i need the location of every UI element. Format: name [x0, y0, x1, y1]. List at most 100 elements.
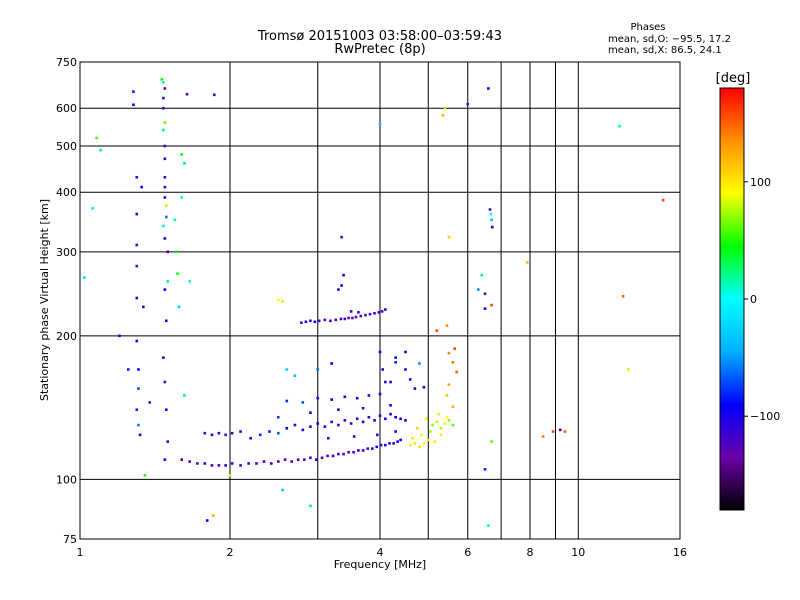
data-point [148, 401, 152, 404]
data-point [361, 406, 365, 410]
data-point [135, 296, 139, 300]
data-point [435, 329, 439, 332]
data-point [389, 380, 392, 384]
data-point [422, 385, 426, 389]
y-tick-label: 300 [56, 246, 77, 259]
data-point [455, 370, 458, 374]
data-point [164, 319, 168, 323]
data-point [429, 430, 432, 433]
data-point [290, 460, 294, 463]
data-point [349, 422, 353, 425]
data-point [163, 288, 167, 291]
data-point [384, 443, 387, 447]
data-point [384, 308, 387, 311]
data-point [135, 408, 139, 412]
data-point [551, 430, 555, 433]
data-point [138, 433, 142, 437]
data-point [394, 430, 397, 433]
data-point [351, 316, 354, 320]
data-point [163, 196, 167, 199]
data-point [661, 198, 665, 202]
data-point [293, 423, 297, 427]
data-point [183, 161, 186, 165]
y-tick-label: 100 [56, 473, 77, 486]
data-point [211, 514, 215, 517]
data-point [384, 380, 387, 384]
data-point [224, 433, 227, 437]
data-point [394, 415, 397, 419]
data-point [343, 395, 347, 399]
data-point [293, 374, 297, 377]
data-point [210, 433, 214, 437]
data-point [394, 360, 397, 364]
data-point [269, 462, 273, 465]
phases-heading: Phases [630, 22, 665, 33]
data-point [490, 440, 493, 443]
data-point [340, 284, 343, 287]
data-point [285, 399, 289, 403]
data-point [185, 92, 189, 96]
y-tick-label: 500 [56, 140, 77, 153]
data-point [162, 128, 165, 132]
data-point [368, 312, 372, 316]
data-point [466, 102, 470, 106]
data-point [180, 196, 184, 199]
colorbar-tick-label: 100 [750, 176, 771, 189]
data-point [276, 431, 280, 435]
data-point [439, 433, 443, 437]
x-axis-label: Frequency [MHz] [334, 558, 426, 571]
data-point [487, 87, 490, 90]
data-point [285, 426, 289, 430]
data-point [404, 350, 407, 354]
data-point [424, 417, 428, 421]
data-point [445, 415, 449, 419]
data-point [451, 360, 455, 364]
data-point [99, 148, 102, 152]
data-point [163, 157, 167, 161]
data-point [285, 368, 289, 371]
data-point [118, 334, 121, 338]
data-point [188, 460, 191, 463]
data-point [378, 414, 382, 418]
data-point [627, 368, 630, 371]
data-point [445, 394, 449, 397]
data-point [375, 433, 379, 437]
data-point [276, 298, 280, 302]
data-point [384, 417, 387, 421]
data-point [224, 464, 227, 467]
data-point [392, 442, 395, 445]
data-point [309, 504, 312, 508]
data-point [490, 218, 493, 222]
data-point [163, 458, 167, 461]
data-point [431, 423, 434, 427]
data-point [132, 103, 135, 107]
data-point [303, 458, 306, 461]
data-point [490, 225, 494, 229]
chart-title: Tromsø 20151003 03:58:00–03:59:43 [257, 29, 502, 44]
data-point [563, 430, 567, 433]
data-point [367, 394, 371, 397]
data-point [378, 123, 382, 126]
data-point [164, 408, 168, 412]
data-point [415, 426, 419, 430]
data-point [301, 428, 305, 432]
x-tick-label: 4 [377, 546, 384, 559]
data-point [316, 422, 320, 425]
data-point [239, 464, 242, 467]
plot-frame [79, 61, 681, 540]
data-point [339, 317, 343, 321]
y-axis-ticks: 75 100 200 300 400 500 600 750 [56, 56, 77, 546]
data-point [309, 456, 312, 460]
data-point [276, 415, 280, 419]
data-point [483, 307, 487, 310]
data-point [135, 264, 139, 268]
chart-subtitle: RwPretec (8p) [334, 42, 425, 57]
data-point [268, 430, 271, 433]
data-point [364, 313, 367, 317]
data-point [316, 368, 320, 371]
data-point [239, 430, 242, 433]
data-point [378, 392, 382, 396]
data-point [389, 404, 392, 407]
data-point [367, 415, 371, 419]
data-point [173, 218, 177, 222]
